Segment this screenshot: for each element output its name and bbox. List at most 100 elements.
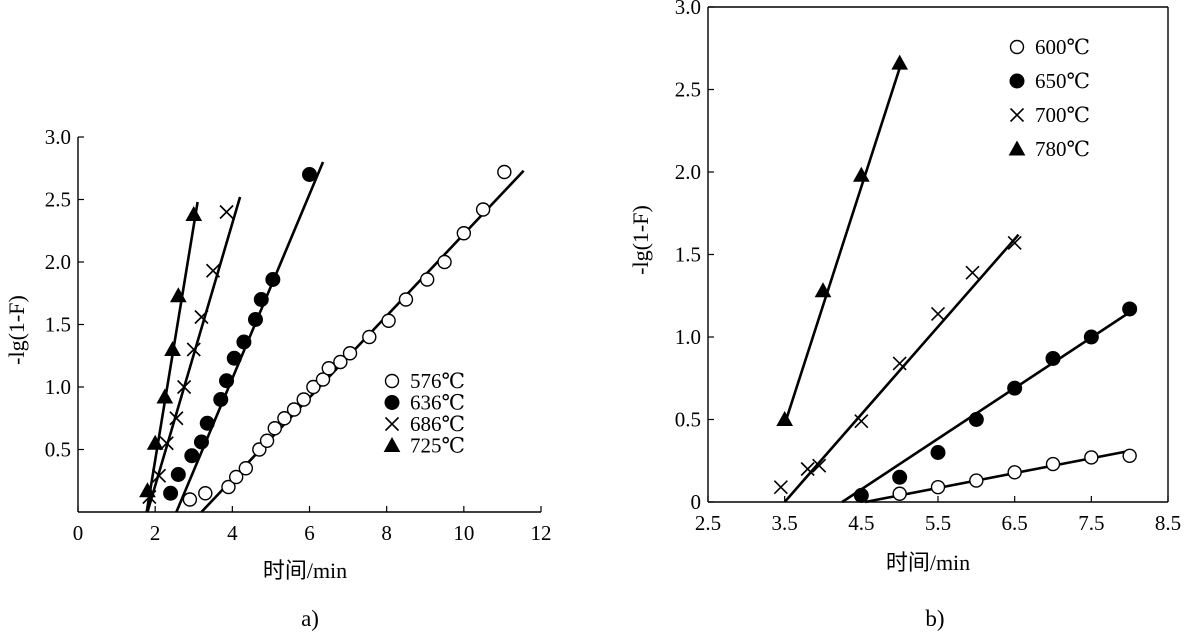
panel-a-data-point [419, 272, 435, 287]
panel-a-data-point [186, 342, 201, 357]
panel-a-data-point [497, 164, 512, 180]
panel-a-data-point [169, 287, 187, 303]
panel-a-y-tick-label: 2.0 [45, 250, 71, 274]
panel-a-fit-line [145, 201, 199, 513]
panel-b-x-tick-label: 3.5 [772, 511, 798, 535]
panel-b-data-point [892, 469, 908, 485]
panel-b-y-tick-label: 3.0 [675, 0, 701, 19]
panel-a-data-point [286, 402, 302, 417]
panel-a-x-tick-label: 10 [453, 521, 474, 545]
panel-b-data-point [1084, 450, 1099, 465]
panel-b-data-point [930, 479, 946, 495]
panel-b-y-tick-label: 1.5 [675, 243, 701, 267]
panel-a-data-point [169, 411, 184, 426]
panel-a-legend-marker [384, 416, 400, 432]
panel-a-data-point [185, 205, 203, 221]
panel-a-legend-label: 686℃ [410, 412, 465, 436]
panel-b-legend-marker [1009, 39, 1025, 55]
panel-a-y-tick-label: 0.5 [45, 438, 71, 462]
panel-b-x-tick-label: 4.5 [848, 511, 874, 535]
panel-b-panel-label: b) [925, 606, 944, 631]
panel-b-data-point [854, 414, 869, 429]
panel-a-data-point [182, 492, 198, 507]
panel-a-data-point [321, 361, 336, 376]
panel-a-data-point [159, 436, 174, 451]
panel-b-data-point [1045, 350, 1061, 366]
panel-a-panel-label: a) [301, 606, 319, 631]
panel-b-x-tick-label: 5.5 [925, 511, 951, 535]
panel-b-data-point [1045, 456, 1061, 472]
panel-b-data-point [1083, 329, 1099, 345]
panel-a-x-axis-title: 时间/min [263, 558, 347, 583]
panel-a-data-point [259, 433, 275, 448]
panel-b-x-tick-label: 6.5 [1002, 511, 1028, 535]
panel-a-legend-label: 725℃ [410, 434, 465, 458]
panel-b-legend-marker [1008, 140, 1026, 156]
panel-a-data-point [139, 482, 156, 498]
panel-b-data-point [812, 458, 827, 473]
panel-b-legend-label: 780℃ [1035, 137, 1090, 161]
panel-b-data-point [852, 166, 870, 182]
panel-a-data-point [333, 354, 348, 370]
panel-a-data-point [265, 272, 281, 287]
panel-b-data-point [965, 265, 980, 280]
panel-a-data-point [475, 202, 491, 217]
panel-b-y-tick-label: 2.0 [675, 160, 701, 184]
panel-a-data-point [170, 467, 186, 482]
panel-b-data-point [1007, 465, 1022, 480]
panel-a-data-point [228, 469, 244, 485]
panel-b-data-point [773, 480, 788, 495]
panel-b-y-tick-label: 2.5 [675, 78, 701, 102]
panel-a-data-point [236, 334, 252, 350]
panel-a-legend-marker [384, 395, 400, 410]
panel-a-data-point [163, 485, 179, 501]
panel-a-data-point [296, 392, 311, 407]
panel-a-data-point [247, 312, 263, 327]
chart-panel-a: 0 2 4 6 8 10 12 0.5 1.0 1.5 2.0 2.5 3.0 -lg(1-F) 时间/mi… [4, 125, 552, 631]
panel-b-legend-label: 650℃ [1035, 69, 1090, 93]
panel-a-data-point [151, 468, 167, 483]
panel-b-y-tick-label: 0 [691, 490, 702, 514]
panel-a-y-tick-label: 1.5 [45, 313, 71, 337]
panel-a-y-tick-label: 3.0 [45, 125, 71, 149]
panel-a-data-point [253, 292, 269, 307]
panel-a-x-tick-label: 12 [531, 521, 552, 545]
panel-a-data-point [277, 411, 292, 426]
panel-a-data-point [267, 421, 282, 436]
panel-a-x-tick-label: 4 [227, 521, 238, 545]
panel-b-y-axis-title: -lg(1-F) [628, 205, 653, 275]
panel-b-data-point [891, 54, 909, 70]
panel-a-data-point [302, 167, 317, 182]
panel-b-legend-marker [1009, 73, 1025, 89]
panel-a-data-point [184, 448, 200, 464]
panel-a-data-point [213, 392, 229, 407]
panel-a-legend-marker [384, 373, 400, 389]
panel-b-x-tick-label: 8.5 [1155, 511, 1181, 535]
panel-b-x-tick-label: 7.5 [1078, 511, 1104, 535]
panel-b-legend-label: 700℃ [1035, 103, 1090, 127]
panel-a-legend-label: 636℃ [410, 391, 465, 415]
panel-a-data-point [456, 226, 472, 241]
panel-a-data-point [156, 388, 174, 404]
panel-a-data-point [219, 204, 234, 220]
panel-a-data-point [226, 350, 242, 366]
panel-a-data-point [306, 379, 321, 395]
panel-b-fit-line [841, 311, 1131, 504]
panel-a-data-point [342, 346, 358, 361]
panel-b-y-tick-label: 1.0 [675, 325, 701, 349]
panel-b-data-point [1122, 301, 1138, 317]
panel-a-data-point [219, 373, 235, 389]
panel-b-data-point [814, 282, 832, 298]
panel-a-data-point [177, 379, 192, 395]
panel-a-data-point [381, 313, 396, 328]
panel-b-data-point [892, 356, 907, 371]
panel-a-data-point [199, 415, 215, 431]
panel-a-x-tick-label: 6 [304, 521, 315, 545]
panel-a-data-point [146, 434, 164, 450]
panel-b-data-point [800, 461, 815, 477]
panel-a-data-point [164, 340, 181, 356]
panel-a-data-point [238, 461, 254, 476]
panel-a-y-tick-label: 2.5 [45, 188, 71, 212]
panel-b-legend-marker [1009, 107, 1025, 123]
